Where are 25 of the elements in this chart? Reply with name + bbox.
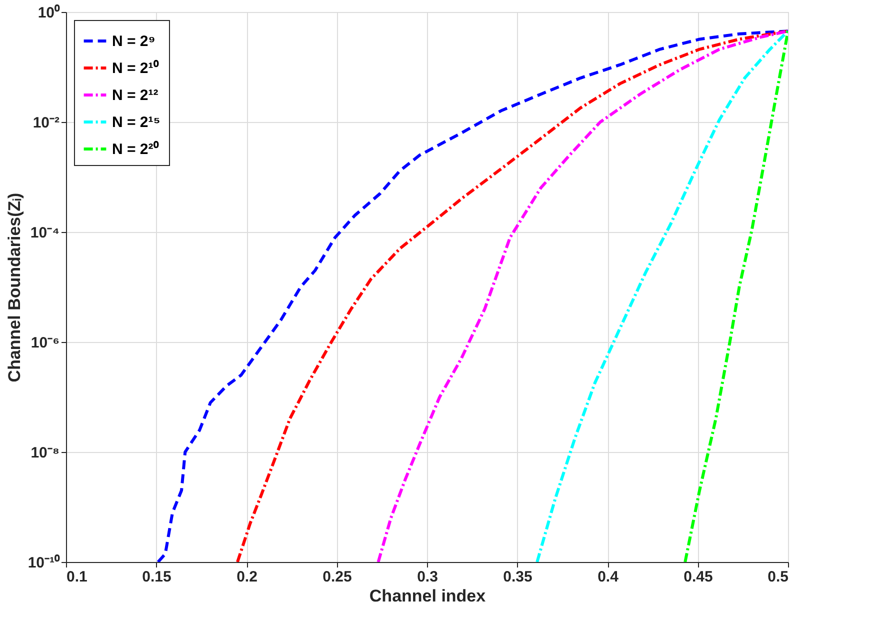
legend-label: N = 2²⁰ bbox=[112, 140, 160, 158]
legend-label: N = 2¹⁵ bbox=[112, 114, 160, 131]
x-tick-label: 0.45 bbox=[684, 568, 713, 586]
line-series bbox=[376, 30, 788, 562]
legend-label: N = 2¹² bbox=[112, 87, 158, 104]
y-tick-label: 10⁻⁶ bbox=[30, 334, 60, 352]
y-tick-label: 10⁻⁸ bbox=[30, 444, 60, 462]
y-tick-label: 10⁰ bbox=[38, 4, 60, 22]
legend-label: N = 2¹⁰ bbox=[112, 59, 160, 77]
x-tick-label: 0.25 bbox=[322, 568, 352, 586]
y-tick-label: 10⁻² bbox=[32, 114, 60, 132]
y-tick-label: 10⁻¹⁰ bbox=[28, 554, 60, 572]
x-tick-label: 0.2 bbox=[236, 568, 258, 586]
x-tick-label: 0.35 bbox=[503, 568, 532, 586]
line-series bbox=[536, 30, 788, 562]
y-axis-title: Channel Boundaries(Zᵢ) bbox=[4, 192, 24, 382]
legend-label: N = 2⁹ bbox=[112, 33, 156, 50]
x-tick-label: 0.15 bbox=[142, 568, 172, 586]
x-tick-label: 0.4 bbox=[598, 568, 620, 586]
y-tick-label: 10⁻⁴ bbox=[30, 224, 60, 242]
line-series bbox=[684, 30, 788, 562]
x-tick-label: 0.5 bbox=[768, 568, 788, 586]
x-tick-label: 0.3 bbox=[417, 568, 438, 586]
x-tick-label: 0.1 bbox=[66, 568, 88, 586]
x-axis-title: Channel index bbox=[369, 586, 486, 606]
